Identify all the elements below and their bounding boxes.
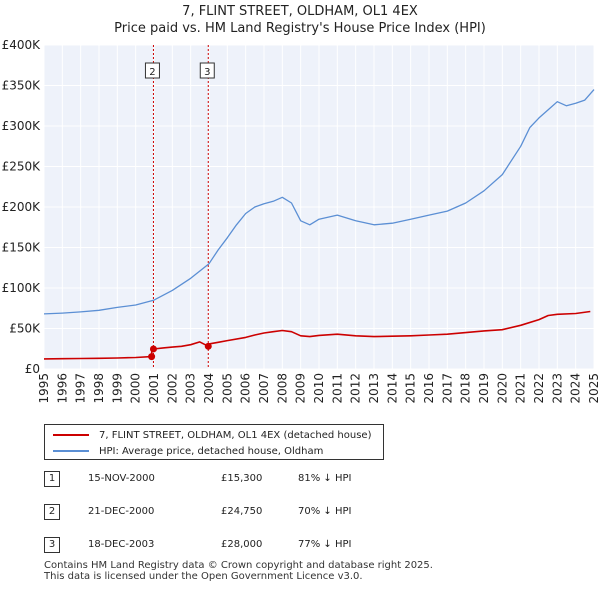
sale-price: £15,300 xyxy=(221,473,263,484)
x-tick-label: 2010 xyxy=(312,373,326,404)
sale-price: £28,000 xyxy=(221,539,263,550)
sale-number-badge: 3 xyxy=(44,537,60,553)
y-tick-label: £50K xyxy=(9,322,41,336)
x-tick-label: 2014 xyxy=(385,373,399,404)
y-tick-label: £100K xyxy=(2,281,42,295)
x-tick-label: 1995 xyxy=(37,373,51,404)
footer-line-1: Contains HM Land Registry data © Crown c… xyxy=(44,560,433,571)
sale-number-badge: 1 xyxy=(44,471,60,487)
x-tick-label: 1998 xyxy=(92,373,106,404)
x-tick-label: 2024 xyxy=(569,373,583,404)
y-tick-label: £0 xyxy=(25,362,40,376)
legend-item-property: 7, FLINT STREET, OLDHAM, OL1 4EX (detach… xyxy=(53,429,371,443)
sale-marker-lines xyxy=(152,45,209,369)
legend-label-property: 7, FLINT STREET, OLDHAM, OL1 4EX (detach… xyxy=(99,430,372,441)
x-tick-label: 1996 xyxy=(55,373,69,404)
legend-label-hpi: HPI: Average price, detached house, Oldh… xyxy=(99,446,324,457)
sale-date: 18-DEC-2003 xyxy=(88,539,155,550)
x-tick-label: 2015 xyxy=(404,373,418,404)
sale-number-badge: 2 xyxy=(44,504,60,520)
y-tick-label: £350K xyxy=(2,79,42,93)
sale-marker-box xyxy=(199,62,215,79)
sale-hpi-diff: 81% ↓ HPI xyxy=(298,473,352,484)
title-line-1: 7, FLINT STREET, OLDHAM, OL1 4EX xyxy=(182,4,418,19)
x-tick-label: 2000 xyxy=(129,373,143,404)
x-tick-label: 2023 xyxy=(550,373,564,404)
chart-title: 7, FLINT STREET, OLDHAM, OL1 4EX Price p… xyxy=(0,3,600,37)
x-tick-label: 2013 xyxy=(367,373,381,404)
x-tick-label: 2001 xyxy=(147,373,161,404)
sale-marker-label: 2 xyxy=(149,67,155,78)
legend: 7, FLINT STREET, OLDHAM, OL1 4EX (detach… xyxy=(44,424,384,460)
table-row: 1 15-NOV-2000 £15,300 81% ↓ HPI xyxy=(44,471,464,493)
footer-line-2: This data is licensed under the Open Gov… xyxy=(44,571,363,582)
sale-point xyxy=(148,353,156,361)
legend-swatch-property xyxy=(53,434,89,436)
sale-points xyxy=(148,342,212,361)
y-tick-label: £200K xyxy=(2,200,42,214)
x-tick-label: 2025 xyxy=(587,373,600,404)
y-tick-label: £250K xyxy=(2,160,42,174)
grid-lines xyxy=(43,44,595,370)
x-tick-label: 1999 xyxy=(110,373,124,404)
table-row: 2 21-DEC-2000 £24,750 70% ↓ HPI xyxy=(44,504,464,526)
x-tick-label: 2004 xyxy=(202,373,216,404)
sale-marker-box xyxy=(144,62,160,79)
x-tick-label: 1997 xyxy=(74,373,88,404)
y-tick-label: £150K xyxy=(2,241,42,255)
x-tick-label: 2021 xyxy=(514,373,528,404)
sale-hpi-diff: 70% ↓ HPI xyxy=(298,506,352,517)
y-tick-label: £400K xyxy=(2,38,42,52)
sale-date: 21-DEC-2000 xyxy=(88,506,155,517)
title-line-2: Price paid vs. HM Land Registry's House … xyxy=(114,21,486,36)
x-tick-label: 2020 xyxy=(495,373,509,404)
x-tick-label: 2018 xyxy=(459,373,473,404)
x-tick-label: 2007 xyxy=(257,373,271,404)
sale-marker-label: 3 xyxy=(204,67,210,78)
legend-swatch-hpi xyxy=(53,450,89,452)
sale-point xyxy=(149,345,157,353)
x-tick-label: 2022 xyxy=(532,373,546,404)
x-axis-ticks: 1995 1996 1997 1998 1999 2000 2001 2002 2003 2004… xyxy=(37,373,600,404)
x-tick-label: 2002 xyxy=(165,373,179,404)
x-tick-label: 2019 xyxy=(477,373,491,404)
x-tick-label: 2003 xyxy=(184,373,198,404)
x-tick-label: 2005 xyxy=(220,373,234,404)
x-tick-label: 2006 xyxy=(239,373,253,404)
price-chart: £0 £50K £100K £150K £200K £250K £300K £350K £400… xyxy=(2,38,600,404)
table-row: 3 18-DEC-2003 £28,000 77% ↓ HPI xyxy=(44,537,464,559)
x-tick-label: 2008 xyxy=(275,373,289,404)
x-tick-label: 2016 xyxy=(422,373,436,404)
y-tick-label: £300K xyxy=(2,119,42,133)
x-tick-label: 2012 xyxy=(349,373,363,404)
sale-price: £24,750 xyxy=(221,506,263,517)
sale-hpi-diff: 77% ↓ HPI xyxy=(298,539,352,550)
footer-note: Contains HM Land Registry data © Crown c… xyxy=(44,560,433,582)
y-axis-ticks: £0 £50K £100K £150K £200K £250K £300K £350K £400… xyxy=(2,38,42,376)
sale-point xyxy=(204,342,212,350)
x-tick-label: 2017 xyxy=(440,373,454,404)
legend-item-hpi: HPI: Average price, detached house, Oldh… xyxy=(53,445,323,459)
x-tick-label: 2011 xyxy=(330,373,344,404)
hpi-line xyxy=(43,89,595,315)
sale-date: 15-NOV-2000 xyxy=(88,473,155,484)
x-tick-label: 2009 xyxy=(294,373,308,404)
